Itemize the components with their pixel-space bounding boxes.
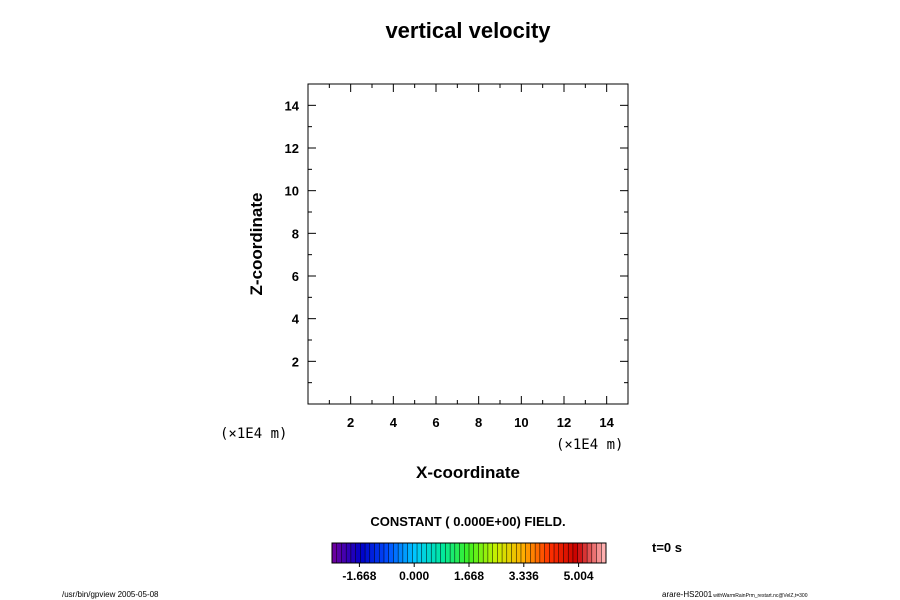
colorbar-cell <box>596 543 602 563</box>
colorbar-ticks: -1.668 0.000 1.668 3.336 5.004 <box>342 563 594 583</box>
colorbar-tick-label: 3.336 <box>509 569 539 583</box>
y-axis-unit: (×1E4 m) <box>220 426 287 442</box>
colorbar-cell <box>412 543 418 563</box>
colorbar-cell <box>487 543 493 563</box>
colorbar-tick-label: -1.668 <box>342 569 376 583</box>
colorbar-cell <box>440 543 446 563</box>
colorbar-cell <box>478 543 484 563</box>
colorbar-cell <box>549 543 555 563</box>
colorbar-cell <box>520 543 526 563</box>
y-tick-label: 8 <box>292 226 299 241</box>
colorbar-cell <box>502 543 508 563</box>
x-tick-label: 8 <box>475 415 482 430</box>
colorbar-cell <box>539 543 545 563</box>
colorbar-cell <box>563 543 569 563</box>
colorbar-cell <box>530 543 536 563</box>
x-axis-unit: (×1E4 m) <box>556 437 623 453</box>
colorbar-cell <box>535 543 541 563</box>
y-tick-label: 2 <box>292 354 299 369</box>
footer-right-sub: withWarmRainPrm_restart.nc@VelZ,t=300 <box>713 593 807 599</box>
y-tick-label: 10 <box>285 184 299 199</box>
colorbar-cell <box>388 543 394 563</box>
x-tick-label: 10 <box>514 415 528 430</box>
colorbar-cell <box>374 543 380 563</box>
footer-left: /usr/bin/gpview 2005-05-08 <box>62 590 159 599</box>
x-tick-label: 6 <box>432 415 439 430</box>
colorbar <box>332 543 607 563</box>
colorbar-cell <box>431 543 437 563</box>
colorbar-cell <box>402 543 408 563</box>
colorbar-cell <box>383 543 389 563</box>
footer-right-main: arare-HS2001 <box>662 590 713 599</box>
colorbar-cell <box>516 543 522 563</box>
colorbar-tick-label: 5.004 <box>564 569 594 583</box>
colorbar-cell <box>393 543 399 563</box>
colorbar-cell <box>435 543 441 563</box>
colorbar-cell <box>572 543 578 563</box>
colorbar-cell <box>464 543 470 563</box>
chart-title: vertical velocity <box>385 18 551 43</box>
colorbar-cell <box>336 543 342 563</box>
colorbar-cell <box>360 543 366 563</box>
x-tick-label: 14 <box>599 415 614 430</box>
x-tick-labels: 2 4 6 8 10 12 14 <box>347 415 615 430</box>
colorbar-cell <box>483 543 489 563</box>
colorbar-cell <box>450 543 456 563</box>
y-tick-label: 6 <box>292 269 299 284</box>
colorbar-cell <box>398 543 404 563</box>
colorbar-cell <box>426 543 432 563</box>
colorbar-cell <box>601 543 607 563</box>
colorbar-cell <box>591 543 597 563</box>
colorbar-cell <box>587 543 593 563</box>
colorbar-cell <box>554 543 560 563</box>
colorbar-cell <box>417 543 423 563</box>
colorbar-cell <box>407 543 413 563</box>
colorbar-cell <box>469 543 475 563</box>
colorbar-cell <box>544 543 550 563</box>
colorbar-cell <box>341 543 347 563</box>
colorbar-cell <box>582 543 588 563</box>
y-tick-label: 12 <box>285 141 299 156</box>
time-label: t=0 s <box>652 540 682 555</box>
x-axis-label: X-coordinate <box>416 463 520 482</box>
colorbar-cell <box>365 543 371 563</box>
x-tick-label: 12 <box>557 415 571 430</box>
y-axis-label: Z-coordinate <box>247 193 266 296</box>
x-tick-label: 4 <box>390 415 398 430</box>
y-tick-labels: 2 4 6 8 10 12 14 <box>285 98 300 369</box>
colorbar-cell <box>350 543 356 563</box>
colorbar-cell <box>355 543 361 563</box>
colorbar-cell <box>445 543 451 563</box>
colorbar-cell <box>568 543 574 563</box>
colorbar-cell <box>421 543 427 563</box>
colorbar-cell <box>577 543 583 563</box>
colorbar-cell <box>346 543 352 563</box>
colorbar-cell <box>525 543 531 563</box>
colorbar-tick-label: 0.000 <box>399 569 429 583</box>
field-note: CONSTANT ( 0.000E+00) FIELD. <box>370 514 565 529</box>
colorbar-cell <box>369 543 375 563</box>
plot-frame <box>307 83 629 405</box>
colorbar-cell <box>379 543 385 563</box>
colorbar-cell <box>332 543 338 563</box>
colorbar-cell <box>497 543 503 563</box>
y-tick-label: 14 <box>285 98 300 113</box>
colorbar-tick-label: 1.668 <box>454 569 484 583</box>
footer-right: arare-HS2001withWarmRainPrm_restart.nc@V… <box>662 590 808 599</box>
x-tick-label: 2 <box>347 415 354 430</box>
colorbar-cell <box>506 543 512 563</box>
colorbar-cell <box>558 543 564 563</box>
colorbar-cell <box>454 543 460 563</box>
colorbar-cell <box>473 543 479 563</box>
colorbar-cell <box>511 543 517 563</box>
axis-ticks <box>308 84 628 404</box>
colorbar-cell <box>459 543 465 563</box>
y-tick-label: 4 <box>292 312 300 327</box>
colorbar-cell <box>492 543 498 563</box>
